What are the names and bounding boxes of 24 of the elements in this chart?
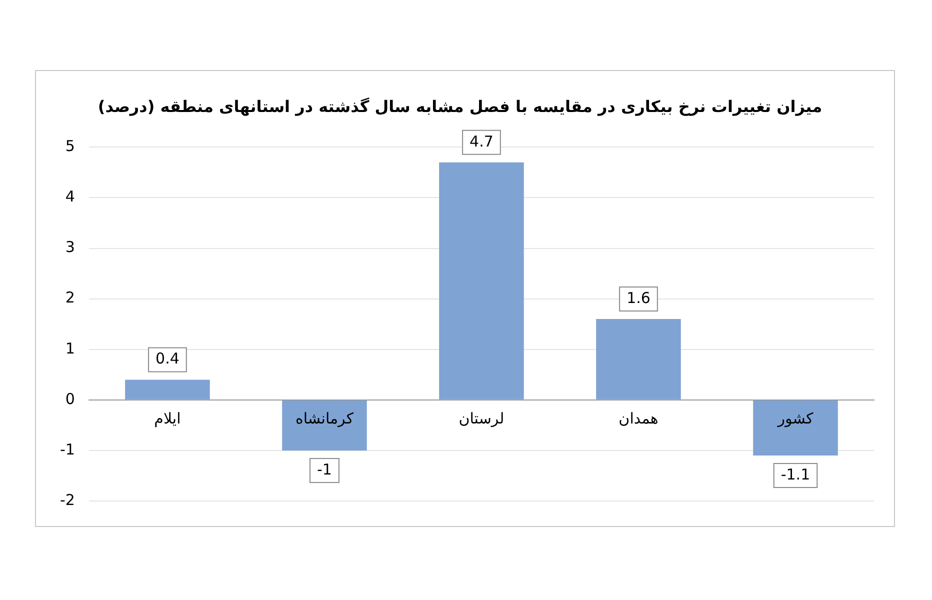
y-tick-label: 0: [65, 390, 75, 408]
y-tick-label: 3: [65, 238, 75, 256]
y-tick-label: 4: [65, 188, 75, 206]
y-tick-label: -1: [60, 440, 75, 458]
bar: [125, 380, 210, 400]
data-label: 4.7: [470, 132, 494, 150]
bar: [753, 400, 838, 456]
x-tick-label: ایلام: [154, 409, 181, 428]
x-tick-label: کرمانشاه: [295, 409, 354, 428]
bar: [282, 400, 367, 450]
y-tick-label: 5: [65, 137, 75, 156]
chart-title: میزان تغییرات نرخ بیکاری در مقایسه با فصل مشابه سال گذشته در استانهای منطقه (درصد): [98, 96, 822, 116]
bar: [596, 319, 681, 400]
data-label: -1: [316, 460, 332, 478]
x-tick-label: کشور: [776, 409, 814, 428]
y-tick-label: 1: [65, 339, 75, 358]
bar: [439, 162, 524, 400]
y-tick-label: -2: [60, 490, 75, 509]
data-label: 1.6: [626, 288, 650, 307]
data-label: 0.4: [156, 350, 180, 368]
x-tick-label: لرستان: [458, 409, 504, 428]
data-label: -1.1: [780, 465, 810, 484]
y-tick-label: 2: [65, 288, 75, 307]
x-tick-label: همدان: [618, 409, 658, 428]
